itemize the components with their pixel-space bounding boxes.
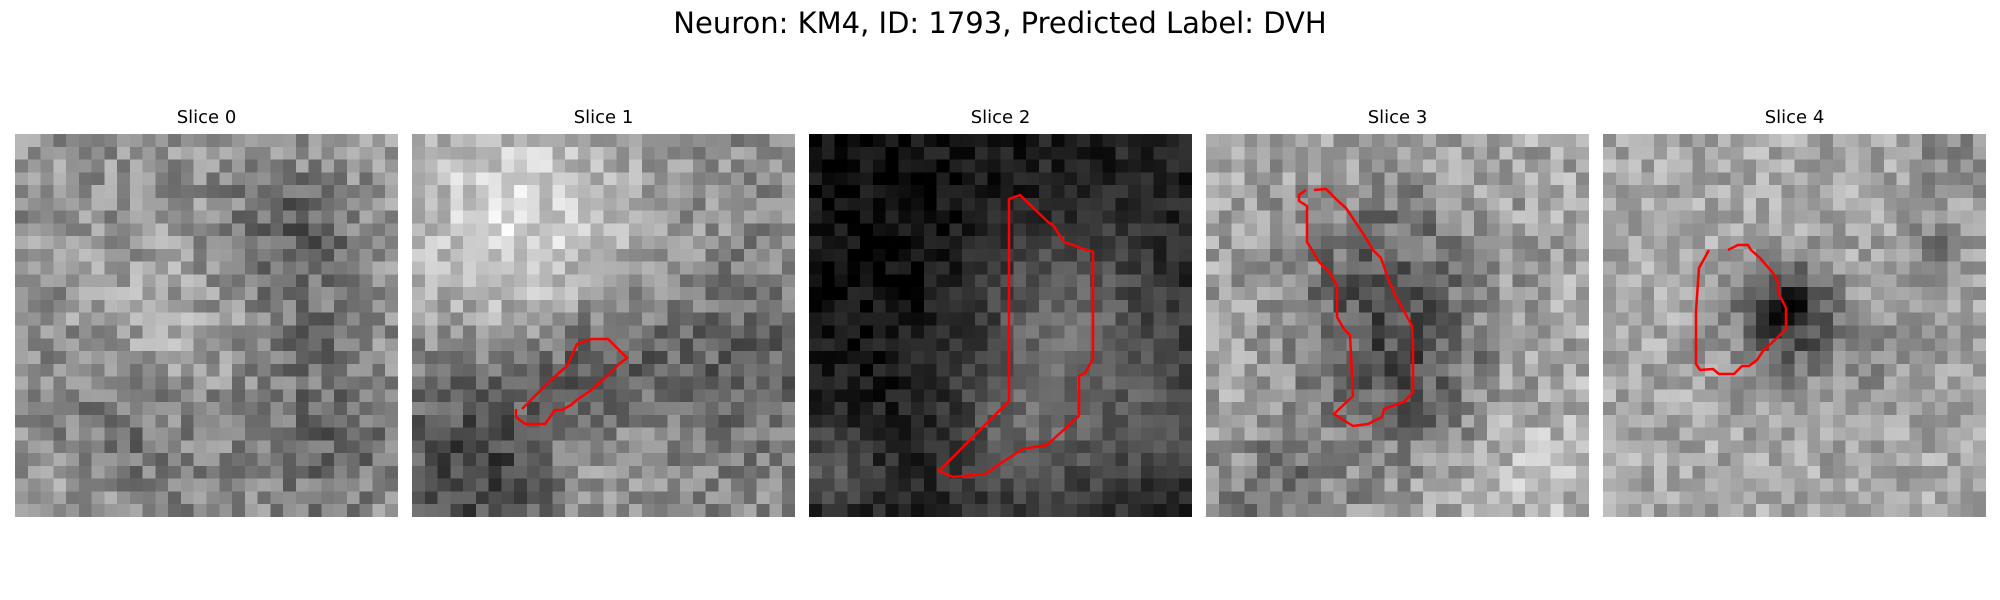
segmentation-contour	[514, 337, 629, 426]
slice-title: Slice 0	[176, 107, 237, 128]
slice-image	[1206, 134, 1589, 517]
pixel-grid	[412, 134, 795, 517]
figure-title: Neuron: KM4, ID: 1793, Predicted Label: …	[673, 6, 1327, 40]
slice-title: Slice 3	[1367, 107, 1428, 128]
slice-image	[412, 134, 795, 517]
slice-image	[1603, 134, 1986, 517]
slice-image	[809, 134, 1192, 517]
segmentation-contour	[1297, 187, 1415, 428]
slice-title: Slice 2	[970, 107, 1031, 128]
slice-title: Slice 4	[1764, 107, 1825, 128]
pixel-grid	[15, 134, 398, 517]
segmentation-contour	[1694, 243, 1788, 376]
slice-image	[15, 134, 398, 517]
segmentation-contour	[937, 193, 1095, 479]
slice-title: Slice 1	[573, 107, 634, 128]
pixel-grid	[1206, 134, 1589, 517]
pixel-grid	[809, 134, 1192, 517]
pixel-grid	[1603, 134, 1986, 517]
